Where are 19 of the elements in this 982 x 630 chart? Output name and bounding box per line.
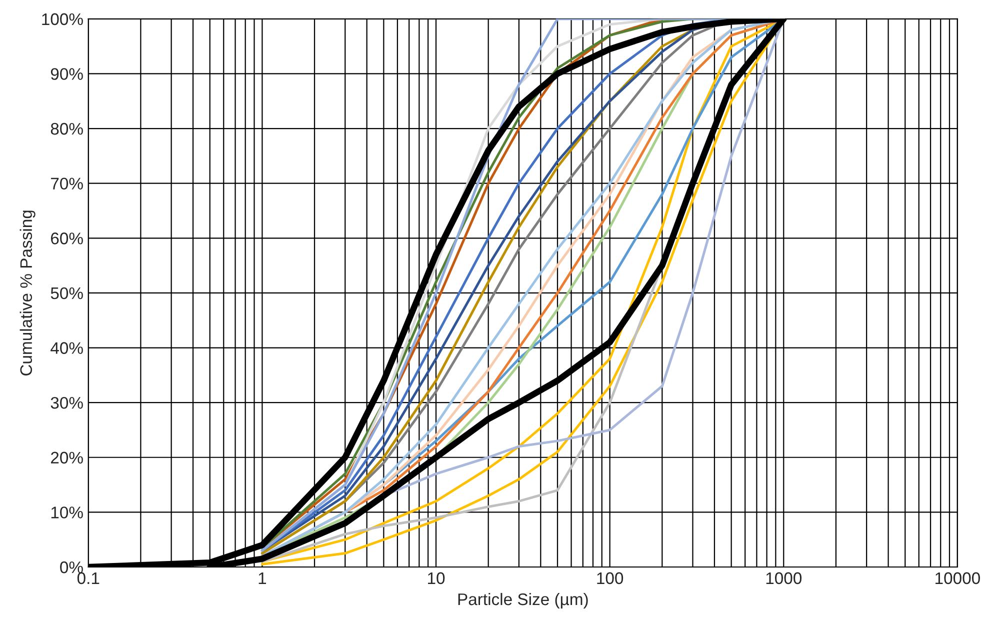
y-tick-label: 20% bbox=[51, 452, 83, 464]
y-tick-label: 10% bbox=[51, 506, 83, 518]
y-tick-label: 40% bbox=[50, 342, 83, 354]
y-tick-label: 50% bbox=[50, 287, 83, 300]
x-axis-title: Particle Size (µm) bbox=[458, 592, 588, 608]
y-tick-label: 100% bbox=[42, 13, 83, 26]
y-tick-label: 70% bbox=[51, 178, 83, 190]
x-tick-label: 10 bbox=[428, 572, 445, 584]
x-tick-label: 100 bbox=[597, 572, 624, 584]
y-tick-label: 80% bbox=[50, 122, 83, 135]
y-tick-label: 0% bbox=[60, 561, 83, 574]
x-tick-label: 1 bbox=[258, 572, 266, 584]
x-tick-label: 0.1 bbox=[77, 572, 100, 584]
y-axis-title: Cumulative % Passing bbox=[20, 210, 36, 376]
y-tick-label: 60% bbox=[51, 232, 83, 244]
x-tick-label: 1000 bbox=[766, 572, 802, 584]
y-tick-label: 30% bbox=[50, 396, 83, 409]
y-tick-label: 90% bbox=[50, 68, 83, 80]
x-tick-label: 10000 bbox=[936, 572, 980, 584]
